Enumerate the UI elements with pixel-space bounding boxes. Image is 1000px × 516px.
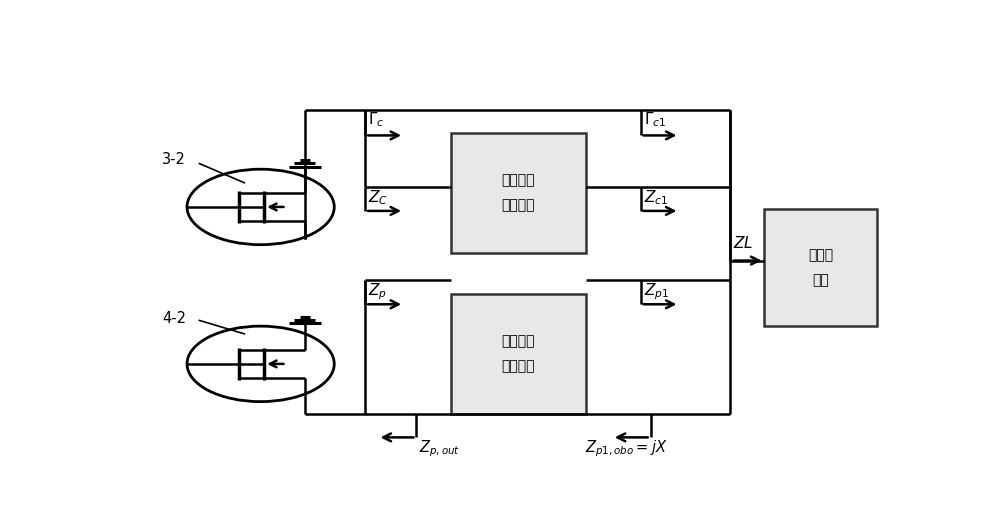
Text: $\Gamma_c$: $\Gamma_c$ (368, 110, 385, 129)
Text: $Z_{p1,obo}=jX$: $Z_{p1,obo}=jX$ (585, 438, 667, 459)
Text: 峰值输出
匹配电路: 峰值输出 匹配电路 (502, 334, 535, 374)
Text: $ZL$: $ZL$ (733, 235, 754, 251)
Text: $Z_{c1}$: $Z_{c1}$ (644, 188, 668, 206)
Text: $Z_{p,out}$: $Z_{p,out}$ (419, 438, 460, 459)
Bar (450, 294, 586, 413)
Text: 载波输出
匹配电路: 载波输出 匹配电路 (502, 173, 535, 213)
Text: $\Gamma_{c1}$: $\Gamma_{c1}$ (644, 110, 666, 129)
Text: 后匹配
电路: 后匹配 电路 (808, 248, 833, 287)
Text: $Z_p$: $Z_p$ (368, 281, 387, 302)
Text: 3-2: 3-2 (162, 152, 186, 167)
Text: $Z_{p1}$: $Z_{p1}$ (644, 281, 669, 302)
Bar (450, 134, 586, 253)
Text: $Z_C$: $Z_C$ (368, 188, 389, 206)
Bar (764, 209, 877, 326)
Text: 4-2: 4-2 (162, 311, 186, 326)
